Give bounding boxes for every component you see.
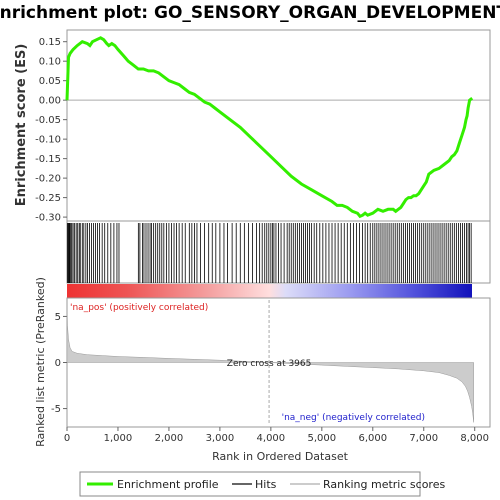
x-tick-label: 6,000 [358,433,387,444]
ranking-metric-area [66,302,474,423]
metric-tick-label: 0 [55,358,61,369]
metric-tick-label: 5 [55,312,61,323]
es-tick-label: 0.00 [39,96,61,107]
enrichment-profile-line [65,36,474,219]
x-tick-label: 3,000 [206,433,235,444]
es-y-ticks: 0.15 0.10 0.05 0.00 -0.05 -0.10 -0.15 -0.20 -0.2… [35,37,67,224]
pos-label: 'na_pos' (positively correlated) [70,303,208,313]
es-y-label: Enrichment score (ES) [14,44,29,207]
es-tick-label: -0.05 [35,115,61,126]
metric-tick-label: -5 [51,404,61,415]
metric-y-label: Ranked list metric (PreRanked) [34,277,47,447]
es-panel-frame [66,29,491,222]
rank-color-bar [67,284,472,298]
es-tick-label: -0.10 [35,135,61,146]
x-tick-label: 7,000 [409,433,438,444]
x-axis-label: Rank in Ordered Dataset [212,450,349,463]
legend-label-metric: Ranking metric scores [323,478,445,491]
es-tick-label: 0.15 [39,37,61,48]
hits-group [67,223,472,283]
chart-title: Enrichment plot: GO_SENSORY_ORGAN_DEVELO… [0,3,500,23]
es-tick-label: -0.30 [35,213,61,224]
es-tick-label: 0.10 [39,57,61,68]
zero-cross-label: Zero cross at 3965 [227,359,312,369]
x-tick-label: 0 [64,433,70,444]
es-tick-label: -0.25 [35,193,61,204]
x-tick-label: 8,000 [460,433,489,444]
x-tick-label: 1,000 [104,433,133,444]
x-tick-label: 4,000 [257,433,286,444]
es-tick-label: 0.05 [39,76,61,87]
neg-label: 'na_neg' (negatively correlated) [282,413,425,423]
metric-y-ticks: 5 0 -5 [51,312,67,415]
x-tick-label: 5,000 [307,433,336,444]
es-tick-label: -0.20 [35,174,61,185]
x-tick-label: 2,000 [155,433,184,444]
legend-label-hits: Hits [255,478,277,491]
x-axis-ticks: 0 1,000 2,000 3,000 4,000 5,000 6,000 7,000 8,00… [64,427,489,444]
legend-label-profile: Enrichment profile [117,478,219,491]
es-tick-label: -0.15 [35,154,61,165]
